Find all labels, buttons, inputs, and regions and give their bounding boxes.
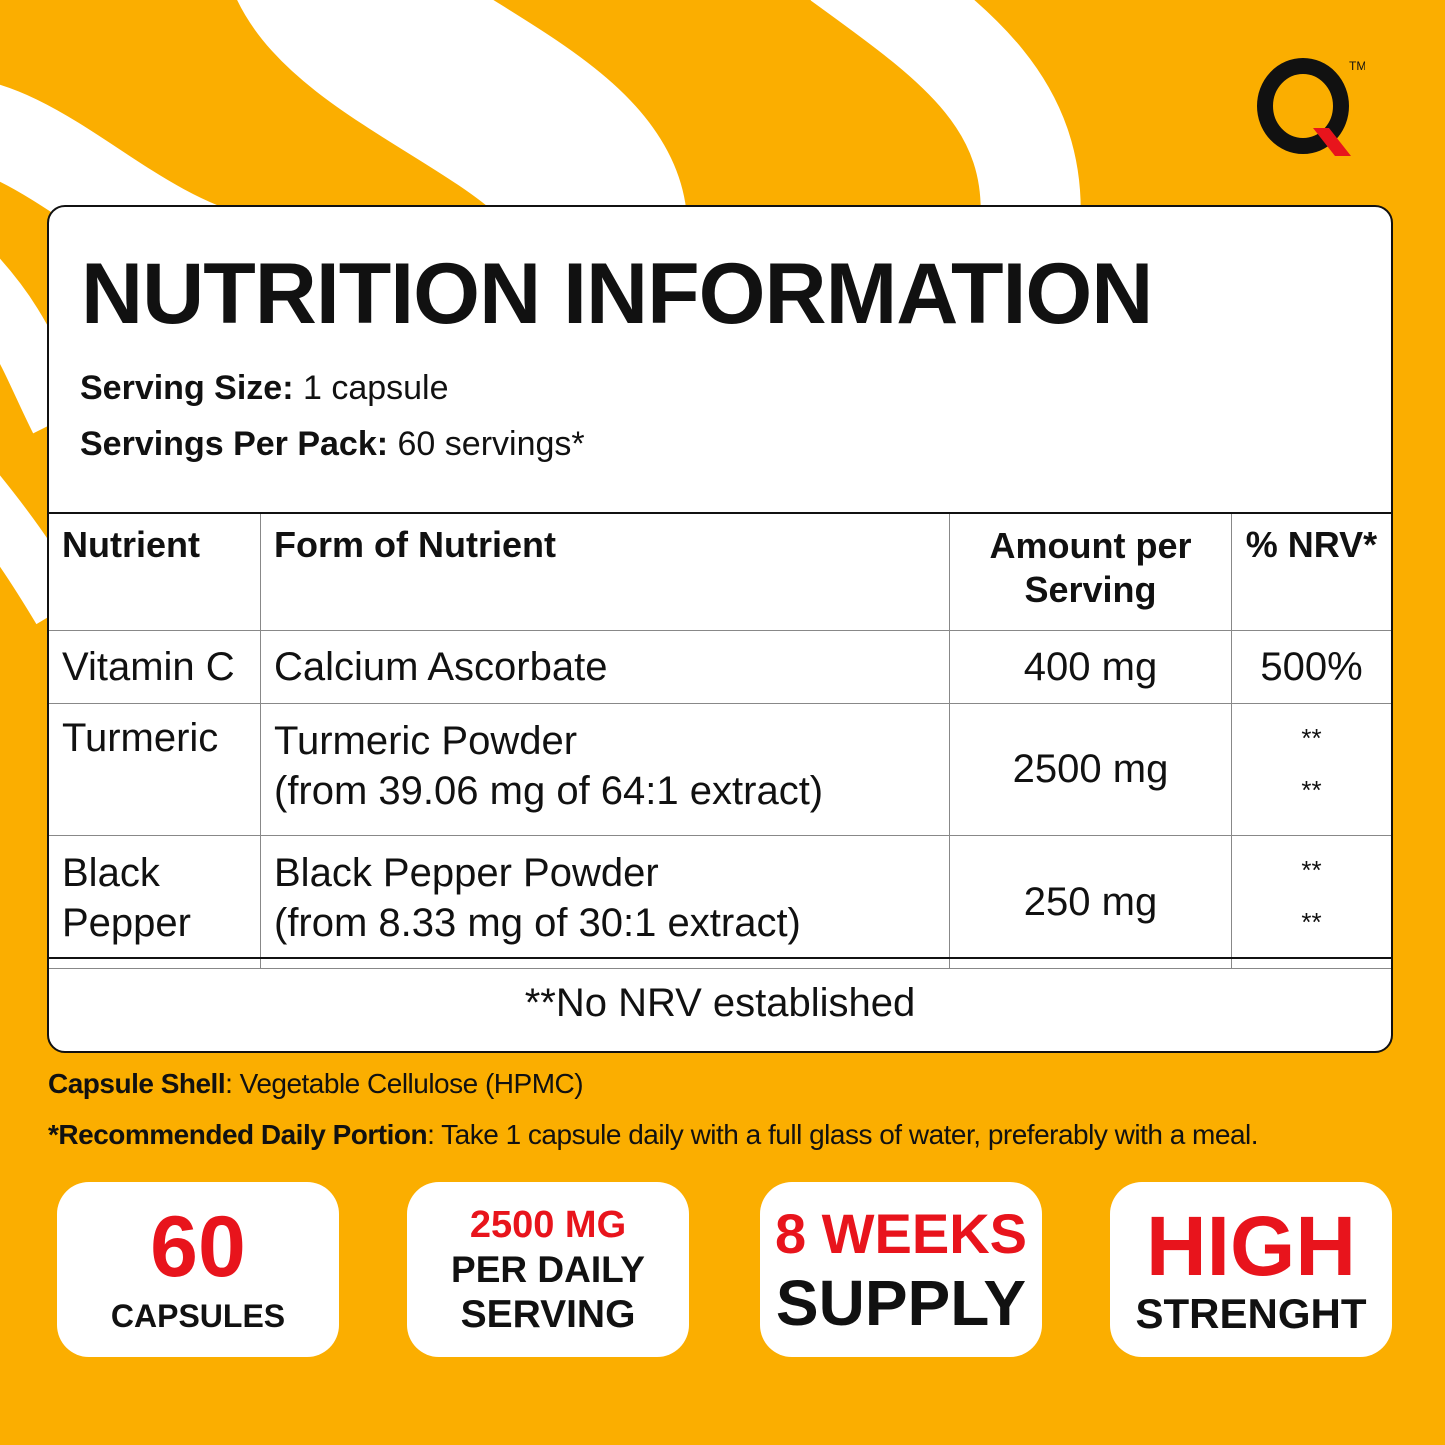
table-footnote: **No NRV established bbox=[49, 957, 1391, 1051]
nutrition-table: Nutrient Form of Nutrient Amount per Ser… bbox=[49, 512, 1391, 969]
badge-strength: HIGH STRENGHT bbox=[1110, 1182, 1392, 1357]
badge-dose: 2500 MG PER DAILY SERVING bbox=[407, 1182, 689, 1357]
table-header: Nutrient Form of Nutrient Amount per Ser… bbox=[49, 512, 1391, 631]
serving-size: Serving Size: 1 capsule bbox=[80, 369, 449, 407]
nutrition-card: NUTRITION INFORMATION Serving Size: 1 ca… bbox=[47, 205, 1393, 1053]
table-row: Turmeric Turmeric Powder (from 39.06 mg o… bbox=[49, 703, 1391, 836]
brand-logo: TM bbox=[1257, 58, 1365, 156]
badge-capsules: 60 CAPSULES bbox=[57, 1182, 339, 1357]
page-title: NUTRITION INFORMATION bbox=[81, 246, 1153, 342]
table-row: Vitamin C Calcium Ascorbate 400 mg 500% bbox=[49, 630, 1391, 704]
badge-supply: 8 WEEKS SUPPLY bbox=[760, 1182, 1042, 1357]
capsule-shell-note: Capsule Shell: Vegetable Cellulose (HPMC… bbox=[48, 1068, 584, 1099]
table-row: Black Pepper Black Pepper Powder (from 8.… bbox=[49, 835, 1391, 969]
servings-per-pack: Servings Per Pack: 60 servings* bbox=[80, 425, 585, 463]
svg-text:TM: TM bbox=[1349, 59, 1365, 73]
daily-portion-note: *Recommended Daily Portion: Take 1 capsu… bbox=[48, 1119, 1259, 1150]
